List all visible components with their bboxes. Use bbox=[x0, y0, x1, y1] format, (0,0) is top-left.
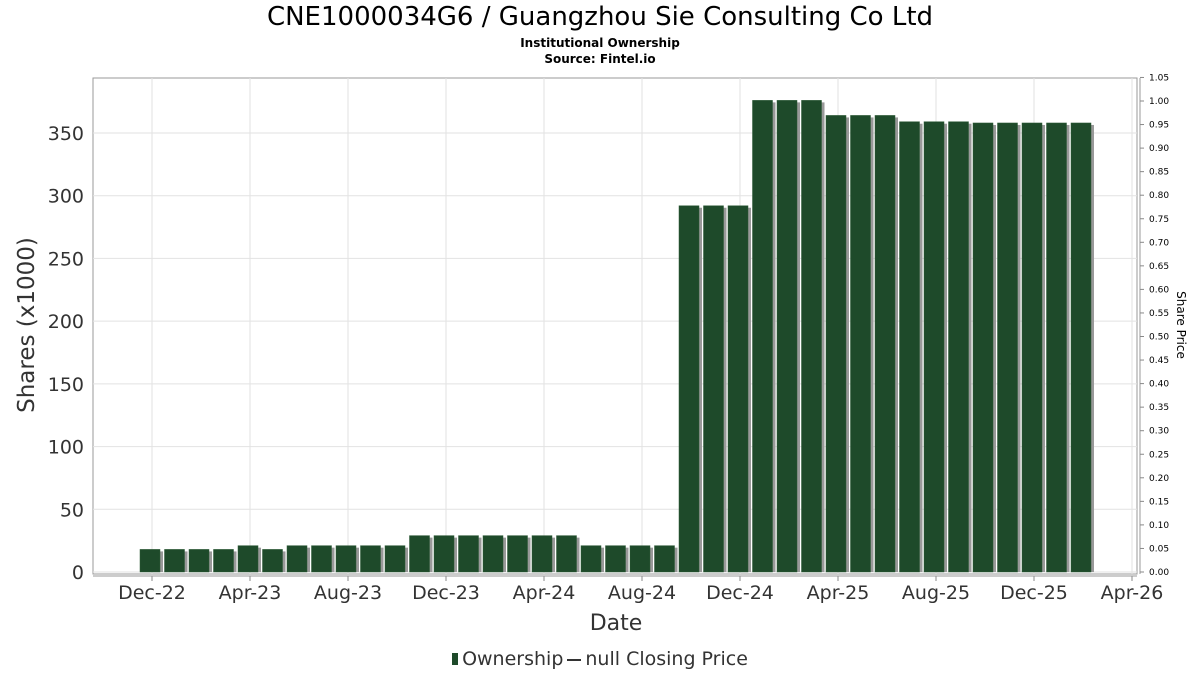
legend-ownership: Ownership bbox=[462, 648, 564, 670]
y2-tick-label: 0.55 bbox=[1149, 309, 1169, 319]
bar bbox=[188, 549, 210, 573]
y2-tick-label: 0.20 bbox=[1149, 474, 1169, 484]
bar bbox=[752, 100, 773, 573]
y-tick-label: 50 bbox=[60, 499, 84, 521]
y2-tick-label: 0.75 bbox=[1149, 215, 1169, 225]
legend: Ownership null Closing Price bbox=[0, 648, 1200, 670]
bar bbox=[580, 545, 602, 573]
bar bbox=[629, 545, 651, 573]
bar bbox=[801, 100, 822, 573]
x-tick-label: Apr-24 bbox=[513, 582, 576, 604]
y2-tick-label: 0.95 bbox=[1149, 121, 1169, 131]
y-tick-label: 350 bbox=[48, 123, 84, 145]
bar bbox=[923, 121, 945, 573]
x-tick-label: Aug-25 bbox=[902, 582, 970, 604]
y2-tick-label: 0.85 bbox=[1149, 168, 1169, 178]
bar bbox=[825, 115, 847, 573]
y2-tick-label: 0.90 bbox=[1149, 144, 1169, 154]
bar bbox=[531, 535, 553, 573]
bar bbox=[972, 122, 994, 573]
bar bbox=[458, 535, 479, 573]
bar bbox=[556, 535, 577, 573]
y-tick-label: 200 bbox=[48, 311, 84, 333]
x-axis-title: Date bbox=[590, 611, 643, 636]
x-tick-label: Apr-25 bbox=[807, 582, 870, 604]
bar bbox=[850, 115, 871, 573]
bar bbox=[727, 205, 749, 573]
y2-tick-label: 0.80 bbox=[1149, 191, 1169, 201]
bar bbox=[213, 549, 234, 573]
y2-tick-label: 0.45 bbox=[1149, 356, 1169, 366]
bar bbox=[776, 100, 798, 573]
chart-subtitle: Institutional Ownership bbox=[520, 36, 680, 50]
x-tick-label: Aug-24 bbox=[608, 582, 676, 604]
y2-tick-label: 0.35 bbox=[1149, 403, 1169, 413]
bar bbox=[139, 549, 161, 573]
bar bbox=[311, 545, 332, 573]
y-tick-label: 250 bbox=[48, 248, 84, 270]
bar bbox=[286, 545, 308, 573]
bar bbox=[433, 535, 455, 573]
bar bbox=[1070, 122, 1092, 573]
bar bbox=[1021, 122, 1043, 573]
legend-price: null Closing Price bbox=[585, 648, 748, 670]
bar bbox=[482, 535, 504, 573]
bar bbox=[335, 545, 357, 573]
bar bbox=[654, 545, 675, 573]
y2-tick-label: 0.60 bbox=[1149, 285, 1169, 295]
bar bbox=[997, 122, 1018, 573]
x-tick-label: Dec-22 bbox=[118, 582, 186, 604]
x-tick-label: Dec-23 bbox=[412, 582, 480, 604]
chart-source: Source: Fintel.io bbox=[544, 52, 656, 66]
y2-tick-label: 0.30 bbox=[1149, 427, 1169, 437]
bar bbox=[948, 121, 969, 573]
y2-tick-label: 0.10 bbox=[1149, 521, 1169, 531]
x-tick-label: Aug-23 bbox=[314, 582, 382, 604]
legend-price-line bbox=[567, 658, 582, 661]
y2-tick-label: 0.25 bbox=[1149, 450, 1169, 460]
y2-tick-label: 0.65 bbox=[1149, 262, 1169, 272]
bar bbox=[899, 121, 920, 573]
x-tick-label: Apr-23 bbox=[219, 582, 282, 604]
y2-tick-label: 0.40 bbox=[1149, 380, 1169, 390]
bar bbox=[409, 535, 430, 573]
bar bbox=[262, 549, 283, 573]
bar bbox=[605, 545, 626, 573]
y-axis-title: Shares (x1000) bbox=[14, 237, 40, 413]
bar bbox=[384, 545, 406, 573]
bar bbox=[874, 115, 896, 573]
y2-axis-title: Share Price bbox=[1174, 291, 1188, 359]
bar bbox=[164, 549, 185, 573]
y-tick-label: 0 bbox=[72, 562, 84, 584]
y2-tick-label: 1.05 bbox=[1149, 73, 1169, 83]
bar bbox=[1046, 122, 1067, 573]
y2-tick-label: 0.05 bbox=[1149, 544, 1169, 554]
bar bbox=[360, 545, 381, 573]
y2-tick-label: 0.50 bbox=[1149, 333, 1169, 343]
x-tick-label: Dec-25 bbox=[1000, 582, 1068, 604]
y-tick-label: 150 bbox=[48, 374, 84, 396]
bar bbox=[237, 545, 259, 573]
bar bbox=[678, 205, 700, 573]
bar bbox=[507, 535, 528, 573]
x-tick-label: Apr-26 bbox=[1101, 582, 1164, 604]
chart-title: CNE1000034G6 / Guangzhou Sie Consulting … bbox=[266, 2, 934, 32]
y-tick-label: 100 bbox=[48, 437, 84, 459]
y2-tick-label: 1.00 bbox=[1149, 97, 1169, 107]
y2-tick-label: 0.00 bbox=[1149, 568, 1169, 578]
x-tick-label: Dec-24 bbox=[706, 582, 774, 604]
y-tick-label: 300 bbox=[48, 186, 84, 208]
y2-tick-label: 0.15 bbox=[1149, 497, 1169, 507]
legend-ownership-swatch bbox=[452, 653, 459, 665]
y2-tick-label: 0.70 bbox=[1149, 238, 1169, 248]
bar bbox=[703, 205, 724, 573]
